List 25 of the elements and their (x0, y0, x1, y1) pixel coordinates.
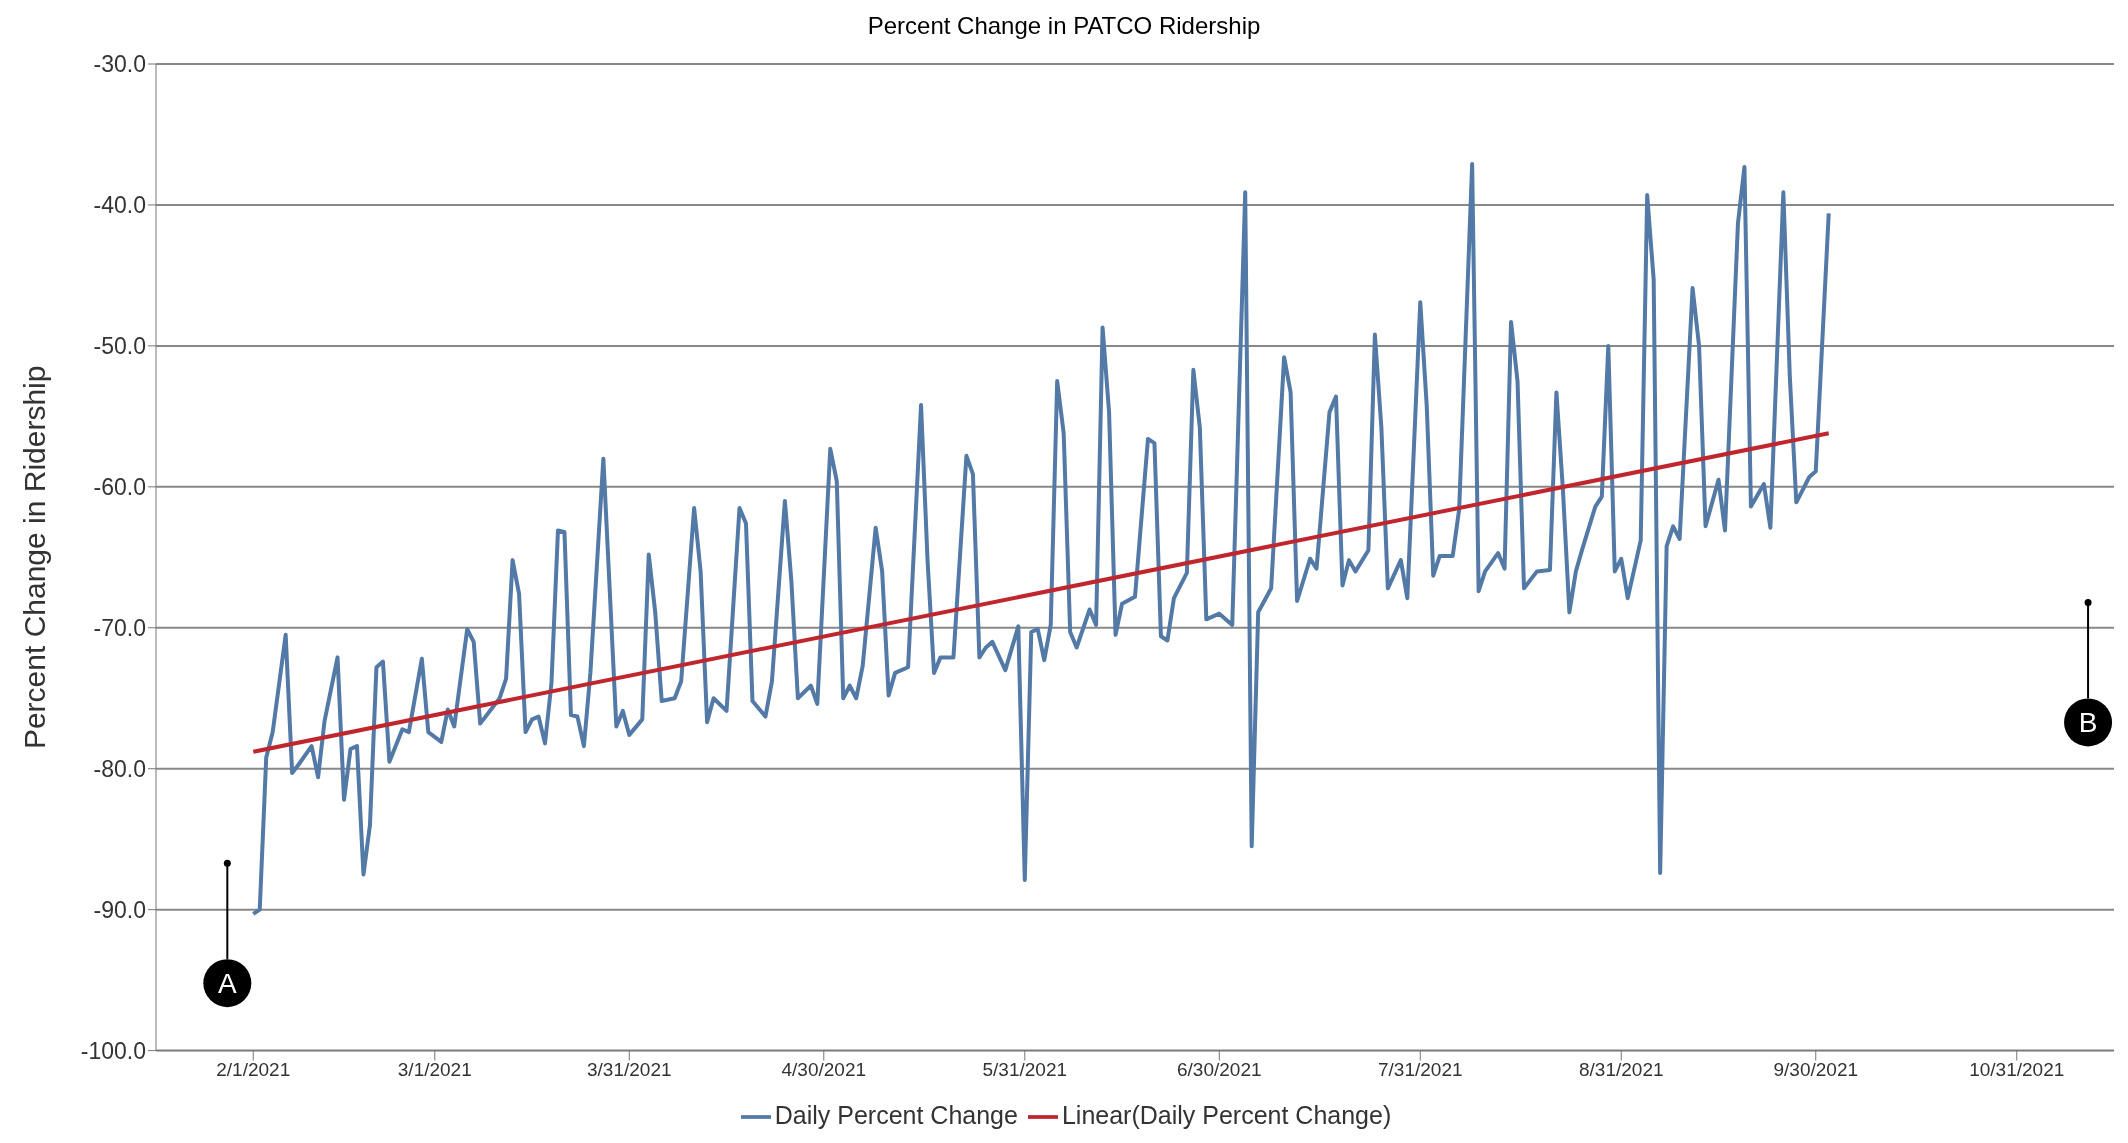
x-tick-label: 4/30/2021 (781, 1059, 867, 1081)
y-tick-label: -100.0 (80, 1037, 146, 1064)
y-axis-title: Percent Change in Ridership (17, 365, 51, 750)
x-tick-label: 5/31/2021 (982, 1059, 1068, 1081)
legend-label: Linear(Daily Percent Change) (1061, 1100, 1392, 1129)
x-tick-label: 10/31/2021 (1969, 1059, 2065, 1081)
legend-label: Daily Percent Change (774, 1100, 1018, 1129)
y-tick-label: -70.0 (93, 614, 146, 641)
annotation: A (217, 967, 237, 999)
x-tick-label: 9/30/2021 (1773, 1059, 1859, 1081)
y-tick-label: -30.0 (93, 51, 146, 78)
annotation: B (2078, 706, 2098, 738)
x-tick-label: 3/31/2021 (587, 1059, 672, 1081)
x-tick-label: 7/31/2021 (1378, 1059, 1463, 1081)
x-tick-label: 6/30/2021 (1177, 1059, 1262, 1081)
y-tick-label: -40.0 (93, 192, 146, 219)
y-tick-label: -90.0 (93, 896, 146, 923)
y-tick-label: -60.0 (93, 474, 146, 500)
x-tick-label: 8/31/2021 (1578, 1059, 1664, 1081)
x-tick-label: 2/1/2021 (216, 1059, 291, 1081)
chart-title: Percent Change in PATCO Ridership (866, 12, 1262, 40)
y-tick-label: -80.0 (93, 755, 146, 782)
line-series (251, 162, 1831, 916)
x-tick-label: 3/1/2021 (397, 1059, 472, 1081)
y-tick-label: -50.0 (93, 333, 146, 360)
